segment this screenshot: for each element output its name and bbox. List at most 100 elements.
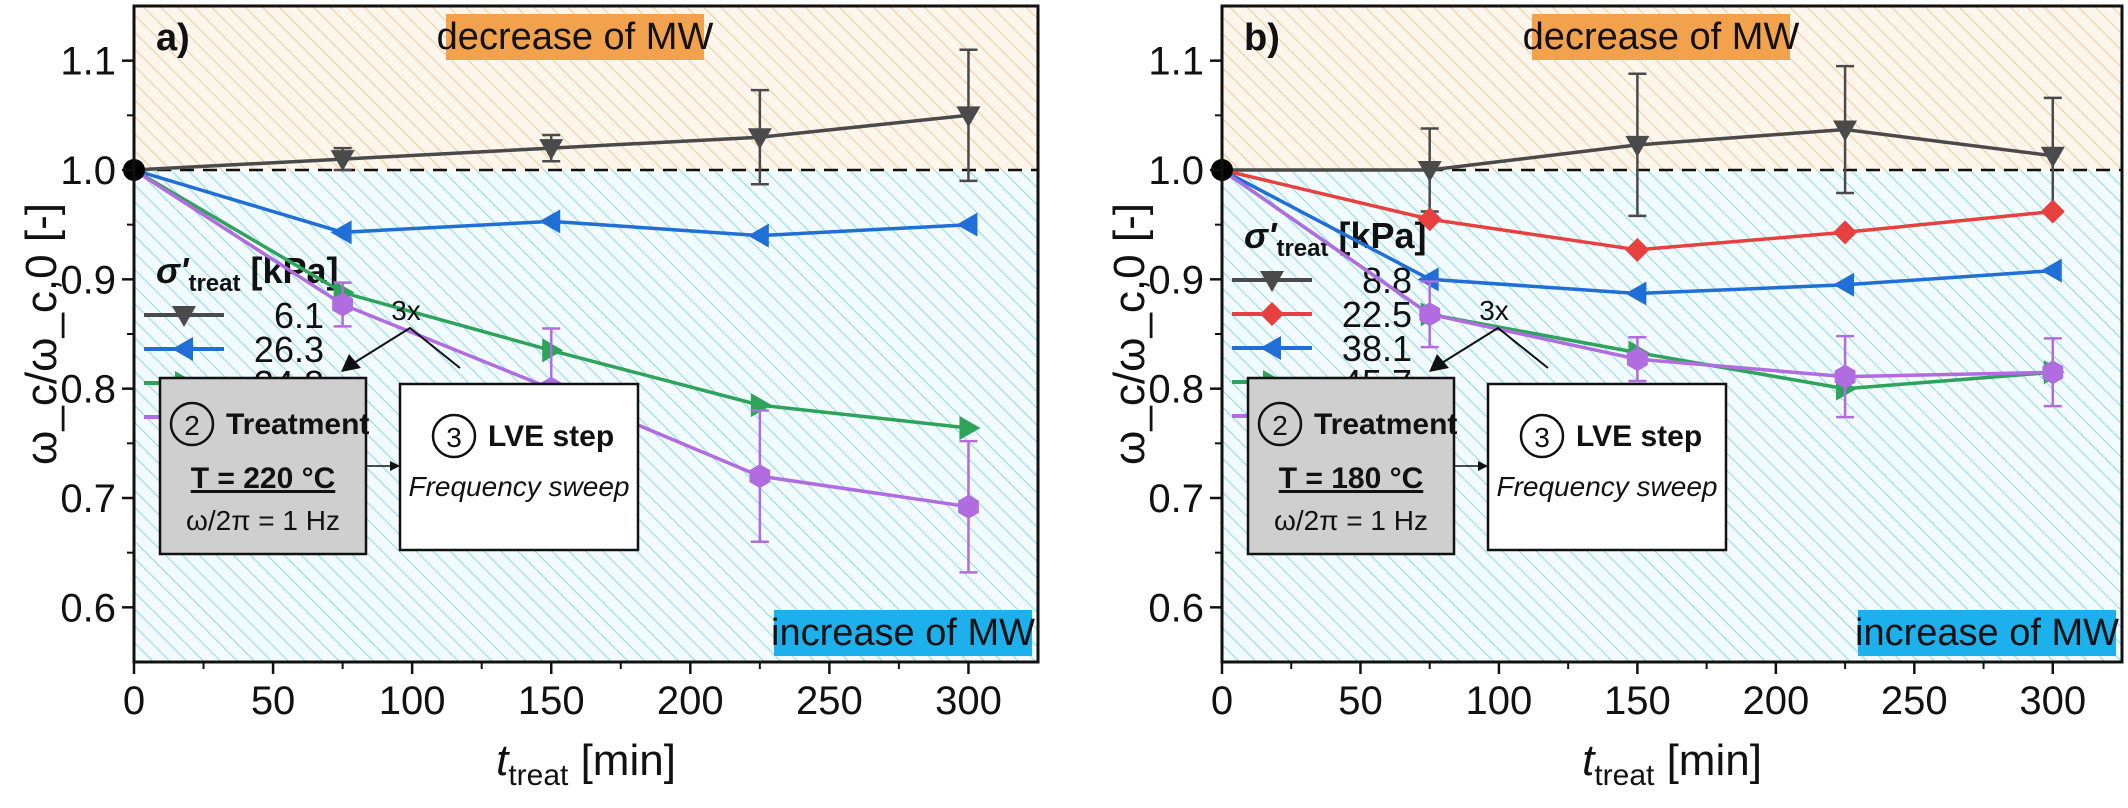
data-point <box>2042 360 2064 385</box>
region-label-lower: increase of MW <box>1855 610 2119 656</box>
legend-marker <box>1260 271 1284 292</box>
step2-freq: ω/2π = 1 Hz <box>186 505 340 536</box>
x-tick-label: 250 <box>796 679 863 723</box>
data-point <box>330 220 352 245</box>
y-tick-label: 0.6 <box>1148 586 1204 630</box>
data-point <box>542 338 564 363</box>
legend-marker <box>172 306 196 327</box>
y-tick-label: 0.7 <box>60 477 116 521</box>
data-point <box>956 106 981 128</box>
legend-item: 38.1 <box>1232 328 1412 369</box>
x-tick-label: 250 <box>1881 679 1948 723</box>
step2-number-circle <box>169 401 215 447</box>
x-tick-label: 200 <box>1742 679 1809 723</box>
step3-box <box>398 382 640 552</box>
legend-marker <box>1260 302 1284 326</box>
y-tick-label: 1.0 <box>60 149 116 193</box>
data-point <box>1834 364 1856 389</box>
forward-arrowhead <box>1478 461 1488 471</box>
step3-number: 3 <box>446 422 462 453</box>
y-axis-title: ω_c/ω_c,0 [-] <box>17 203 66 465</box>
step3-number-circle <box>1519 413 1565 459</box>
step2-number-circle <box>1257 401 1303 447</box>
step3-box <box>1486 382 1728 552</box>
legend-marker <box>1260 336 1281 360</box>
data-point <box>539 139 564 161</box>
repeat-label: 3x <box>1479 295 1509 326</box>
region-label-upper: decrease of MW <box>1523 14 1800 60</box>
panel-b: decrease of MW increase of MW b) σ'treat [k… <box>1105 4 2124 792</box>
step2-number: 2 <box>1272 410 1288 441</box>
forward-arrowhead <box>390 461 400 471</box>
series-26.3 <box>133 168 978 248</box>
y-tick-label: 0.9 <box>60 258 116 302</box>
data-point <box>539 209 561 234</box>
data-point <box>1625 237 1650 262</box>
step2-freq: ω/2π = 1 Hz <box>1274 505 1428 536</box>
region-label-upper-bg <box>1532 14 1790 60</box>
y-tick-label: 0.6 <box>60 586 116 630</box>
y-tick-label: 1.1 <box>60 40 116 84</box>
step2-box <box>158 376 368 556</box>
series-8.8 <box>1222 64 2065 218</box>
repeat-arrowhead <box>1429 354 1449 372</box>
data-point <box>330 150 355 172</box>
data-point <box>1417 267 1439 292</box>
x-tick-label: 50 <box>251 679 296 723</box>
y-tick-label: 1.1 <box>1148 40 1204 84</box>
x-tick-label: 300 <box>935 679 1002 723</box>
legend-item: 8.8 <box>1232 260 1412 301</box>
legend-marker <box>172 337 193 361</box>
data-point <box>332 292 353 317</box>
data-point <box>749 464 771 489</box>
step2-box <box>1246 376 1456 556</box>
data-point <box>1833 220 1858 245</box>
repeat-label: 3x <box>391 295 421 326</box>
step3-title: LVE step <box>488 420 614 453</box>
y-axis-title: ω_c/ω_c,0 [-] <box>1105 203 1154 465</box>
region-label-upper: decrease of MW <box>437 14 714 60</box>
panel-a: decrease of MW increase of MW a) σ'treat [k… <box>17 4 1040 792</box>
region-label-lower-text: increase of MW <box>771 612 1035 654</box>
x-axis-title: ttreat [min] <box>1582 736 1762 792</box>
y-tick-label: 0.9 <box>1148 258 1204 302</box>
data-point <box>2040 258 2062 283</box>
x-tick-label: 100 <box>1466 679 1533 723</box>
data-point <box>1417 161 1442 182</box>
series-6.1 <box>133 48 981 186</box>
x-tick-label: 0 <box>123 679 145 723</box>
panel-letter: a) <box>156 17 190 59</box>
legend-item: 26.3 <box>144 329 324 370</box>
inset-diagram: 2 Treatment T = 220 °C ω/2π = 1 Hz 3 LVE step… <box>158 295 640 556</box>
data-point <box>1833 120 1858 142</box>
step3-sub: Frequency sweep <box>1496 471 1717 502</box>
y-tick-label: 0.8 <box>60 368 116 412</box>
legend-label: 26.3 <box>254 329 324 370</box>
x-tick-label: 300 <box>2019 679 2086 723</box>
x-tick-label: 150 <box>518 679 585 723</box>
data-point <box>1625 135 1650 157</box>
repeat-arrow <box>1436 326 1549 369</box>
x-axis-title: ttreat [min] <box>496 736 676 792</box>
region-label-lower-bg <box>774 610 1032 656</box>
data-point <box>2040 146 2065 168</box>
series-43.6 <box>1221 168 2064 419</box>
step3-number-circle <box>431 413 477 459</box>
step3-title: LVE step <box>1576 420 1702 453</box>
region-label-upper-text: decrease of MW <box>1523 16 1800 58</box>
legend-item: 6.1 <box>144 295 324 336</box>
legend-title: σ'treat [kPa] <box>1244 215 1427 262</box>
repeat-arrowhead <box>341 354 361 372</box>
y-tick-label: 0.8 <box>1148 368 1204 412</box>
x-tick-label: 100 <box>379 679 446 723</box>
step2-title: Treatment <box>1314 408 1457 441</box>
step2-number: 2 <box>184 410 200 441</box>
data-point <box>1625 281 1647 306</box>
step2-temp: T = 180 °C <box>1279 462 1424 495</box>
region-label-upper-text: decrease of MW <box>437 16 714 58</box>
series-38.1 <box>1221 168 2062 306</box>
x-tick-label: 150 <box>1604 679 1671 723</box>
legend-label: 6.1 <box>274 295 324 336</box>
